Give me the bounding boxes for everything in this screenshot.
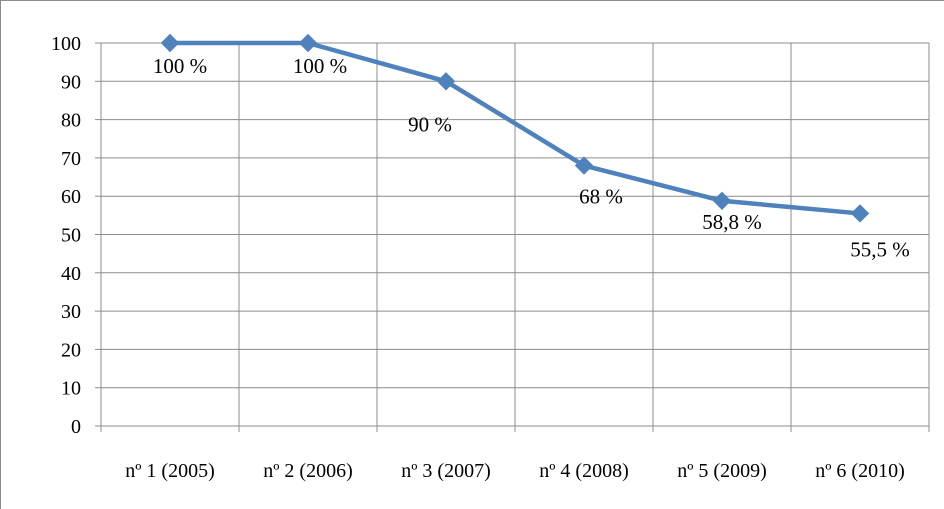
data-label: 55,5 % <box>850 237 910 261</box>
data-point-marker <box>712 191 732 211</box>
y-tick-label: 40 <box>61 263 81 285</box>
data-point-marker <box>160 33 180 53</box>
x-category-label: nº 4 (2008) <box>539 460 629 482</box>
grid-layer <box>101 42 930 426</box>
x-category-label: nº 6 (2010) <box>815 460 905 482</box>
x-category-label: nº 2 (2006) <box>263 460 353 482</box>
data-label: 90 % <box>408 112 452 136</box>
y-tick-label: 60 <box>61 186 81 208</box>
y-tick-label: 100 <box>51 33 81 55</box>
series-line <box>167 40 863 216</box>
data-label: 100 % <box>293 54 347 78</box>
data-point-marker <box>298 33 318 53</box>
x-category-label: nº 5 (2009) <box>677 460 767 482</box>
x-category-label: nº 3 (2007) <box>401 460 491 482</box>
y-tick-label: 70 <box>61 148 81 170</box>
data-label: 58,8 % <box>702 210 762 234</box>
label-layer: 100 % 100 % 90 % 68 % 58,8 % 55,5 % <box>153 54 910 261</box>
data-point-marker <box>436 72 456 91</box>
y-tick-label: 80 <box>61 110 81 132</box>
data-point-marker <box>850 204 870 223</box>
data-label: 100 % <box>153 54 207 78</box>
series-layer <box>160 33 870 223</box>
y-tick-label: 0 <box>71 416 81 438</box>
y-tick-label: 50 <box>61 225 81 247</box>
x-category-label: nº 1 (2005) <box>125 460 215 482</box>
data-label: 68 % <box>579 185 623 209</box>
axis-layer: 0 10 20 30 40 50 60 70 80 90 100 nº 1 (2005) nº 2 (2… <box>51 33 930 482</box>
y-tick-label: 20 <box>61 339 81 361</box>
data-point-marker <box>574 156 594 175</box>
y-tick-label: 90 <box>61 71 81 93</box>
y-tick-label: 10 <box>61 378 81 400</box>
y-tick-label: 30 <box>61 301 81 323</box>
